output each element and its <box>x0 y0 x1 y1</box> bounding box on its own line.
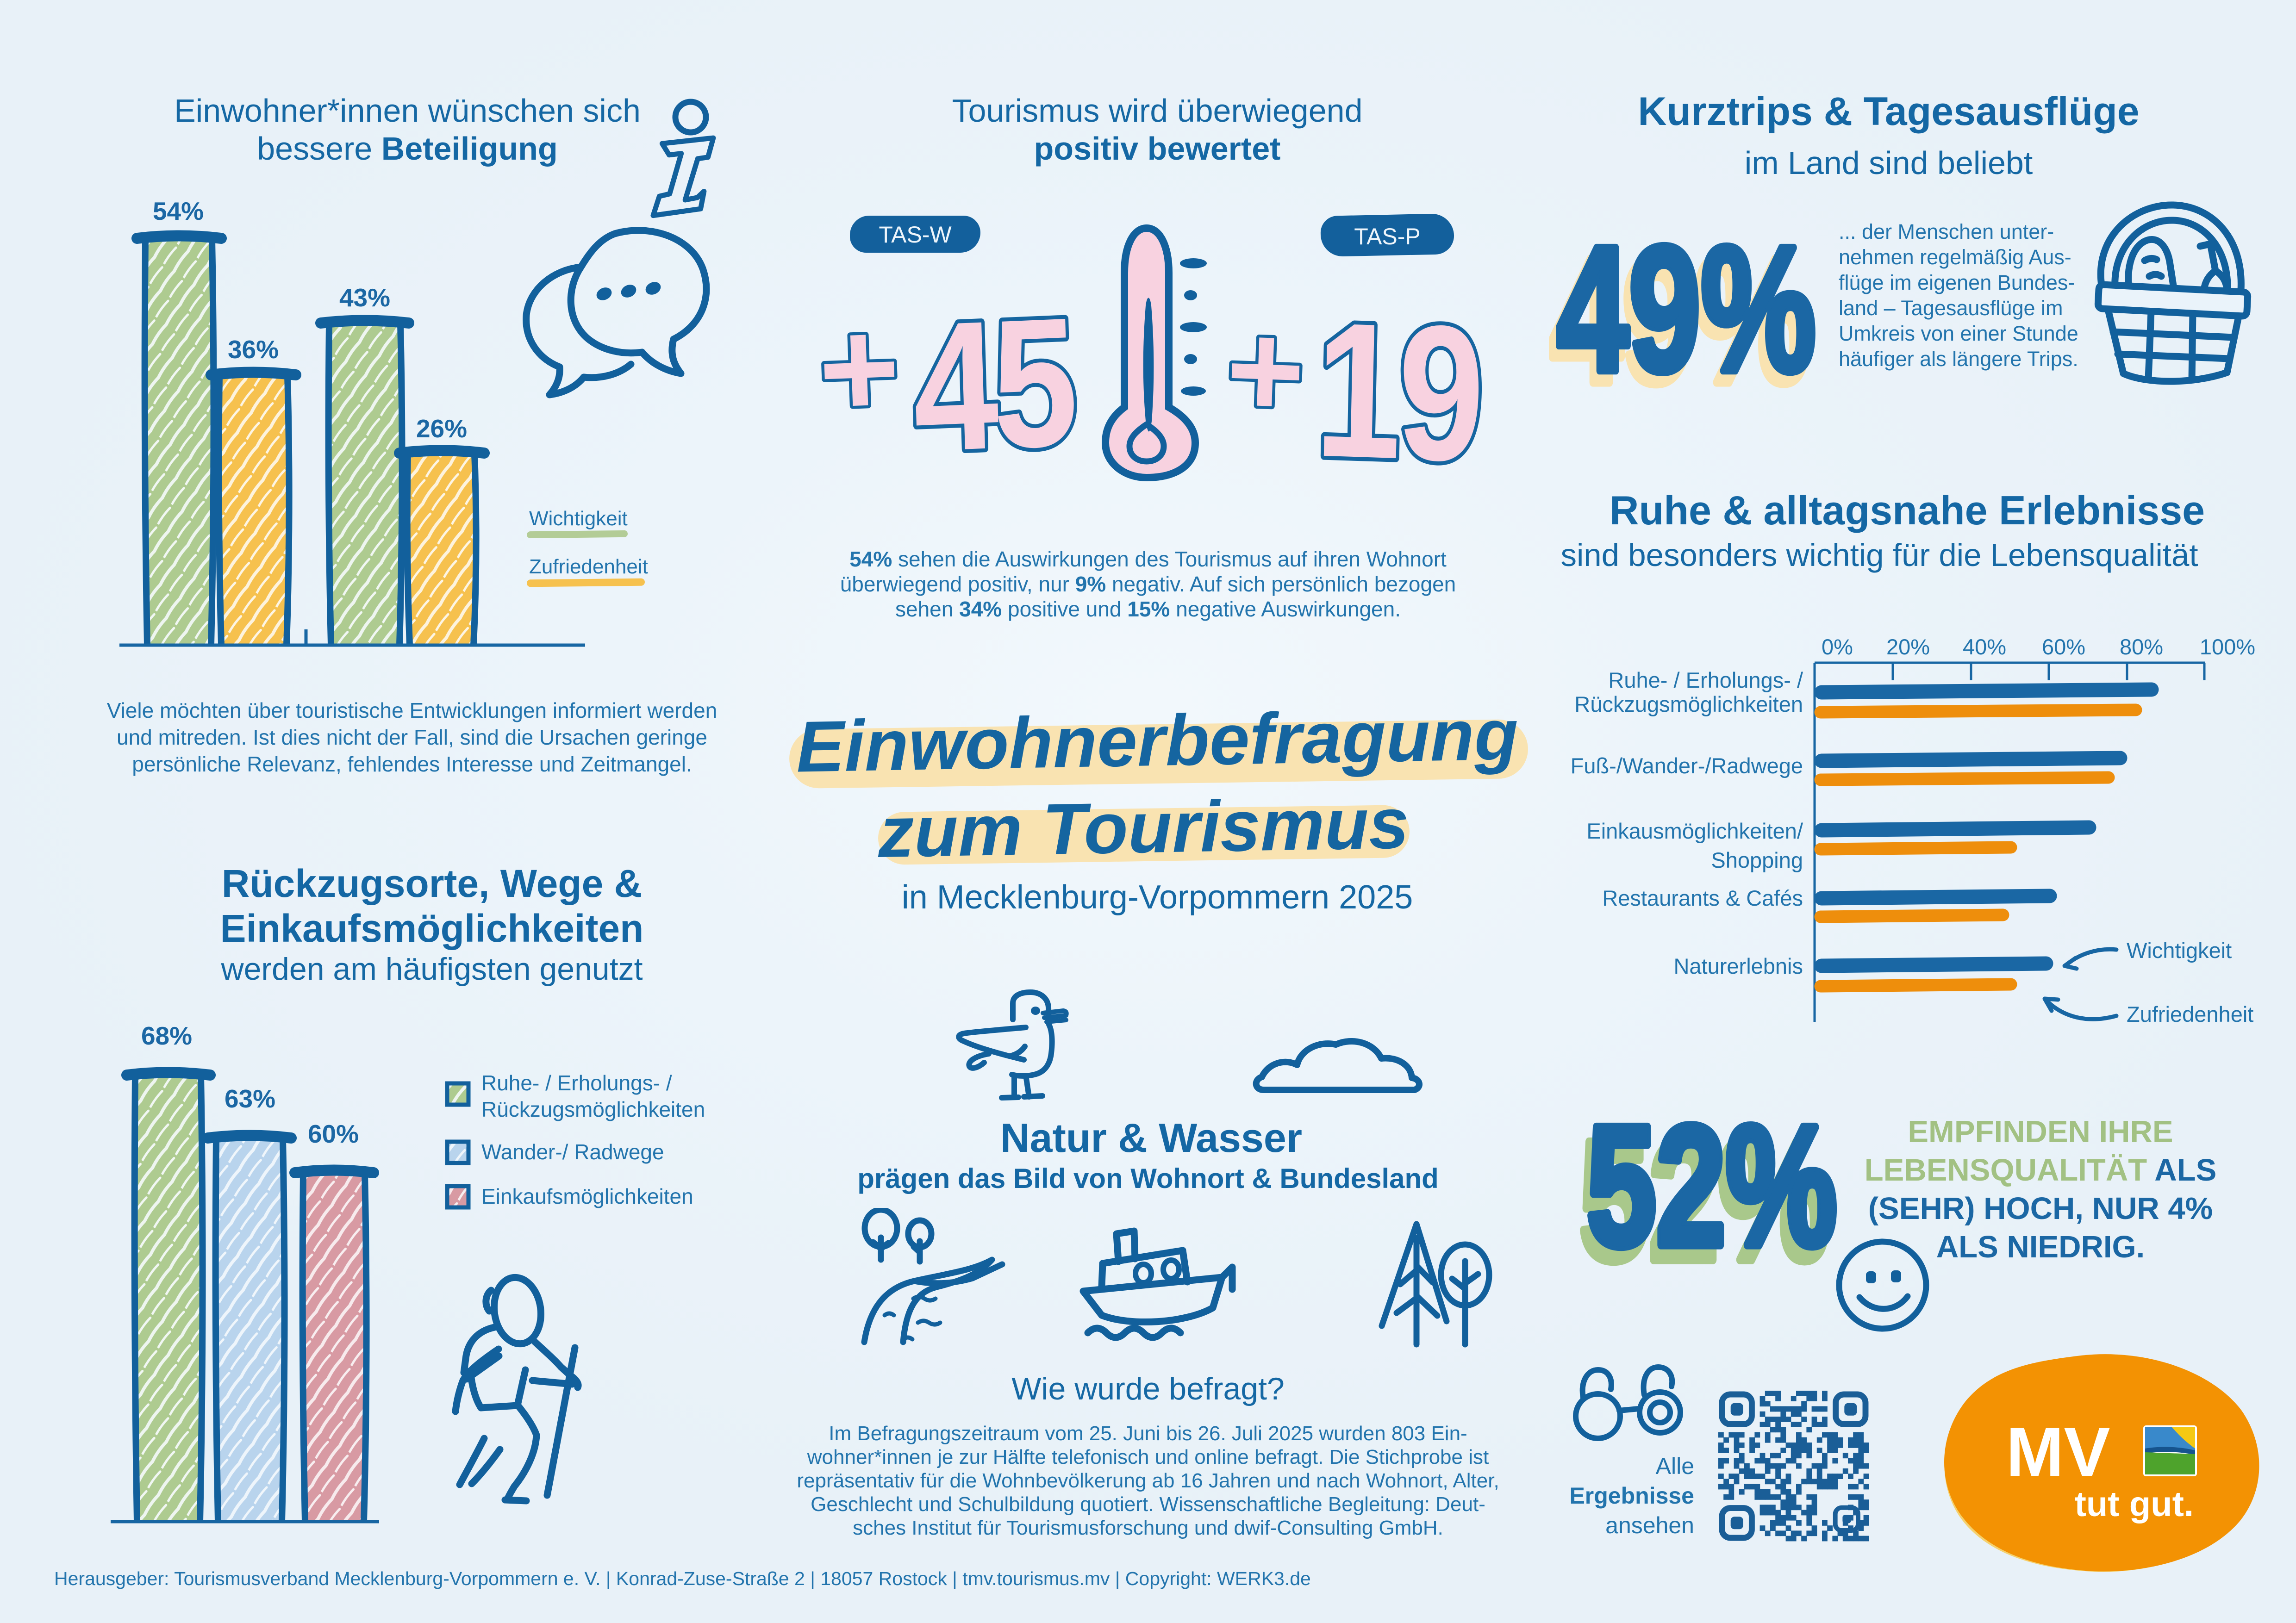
svg-text:Einkausmöglichkeiten/: Einkausmöglichkeiten/ <box>1586 819 1803 843</box>
svg-text:0%: 0% <box>1822 634 1853 659</box>
svg-text:tut gut.: tut gut. <box>2075 1485 2194 1524</box>
svg-text:Shopping: Shopping <box>1711 848 1803 872</box>
svg-text:100%: 100% <box>2200 634 2255 659</box>
svg-text:Wichtigkeit: Wichtigkeit <box>2127 938 2232 963</box>
svg-text:MV: MV <box>2006 1413 2110 1491</box>
svg-text:52%: 52% <box>1587 1090 1837 1281</box>
svg-text:60%: 60% <box>2042 634 2085 659</box>
svg-text:49%: 49% <box>1550 221 1809 421</box>
svg-text:Rückzugsmöglichkeiten: Rückzugsmöglichkeiten <box>1574 692 1803 716</box>
svg-text:+: + <box>816 289 903 448</box>
svg-text:Restaurants & Cafés: Restaurants & Cafés <box>1602 886 1803 910</box>
svg-text:19: 19 <box>1313 281 1483 491</box>
svg-text:Fuß-/Wander-/Radwege: Fuß-/Wander-/Radwege <box>1571 753 1803 778</box>
svg-text:49%: 49% <box>1557 209 1816 409</box>
svg-text:Zufriedenheit: Zufriedenheit <box>2127 1002 2253 1026</box>
svg-text:Naturerlebnis: Naturerlebnis <box>1673 954 1803 978</box>
svg-text:80%: 80% <box>2120 634 2163 659</box>
svg-text:20%: 20% <box>1886 634 1930 659</box>
svg-text:Ruhe- / Erholungs- /: Ruhe- / Erholungs- / <box>1608 668 1803 692</box>
svg-text:52%: 52% <box>1579 1105 1829 1296</box>
svg-text:40%: 40% <box>1963 634 2006 659</box>
svg-text:45: 45 <box>910 279 1076 481</box>
svg-text:+: + <box>1224 294 1308 447</box>
